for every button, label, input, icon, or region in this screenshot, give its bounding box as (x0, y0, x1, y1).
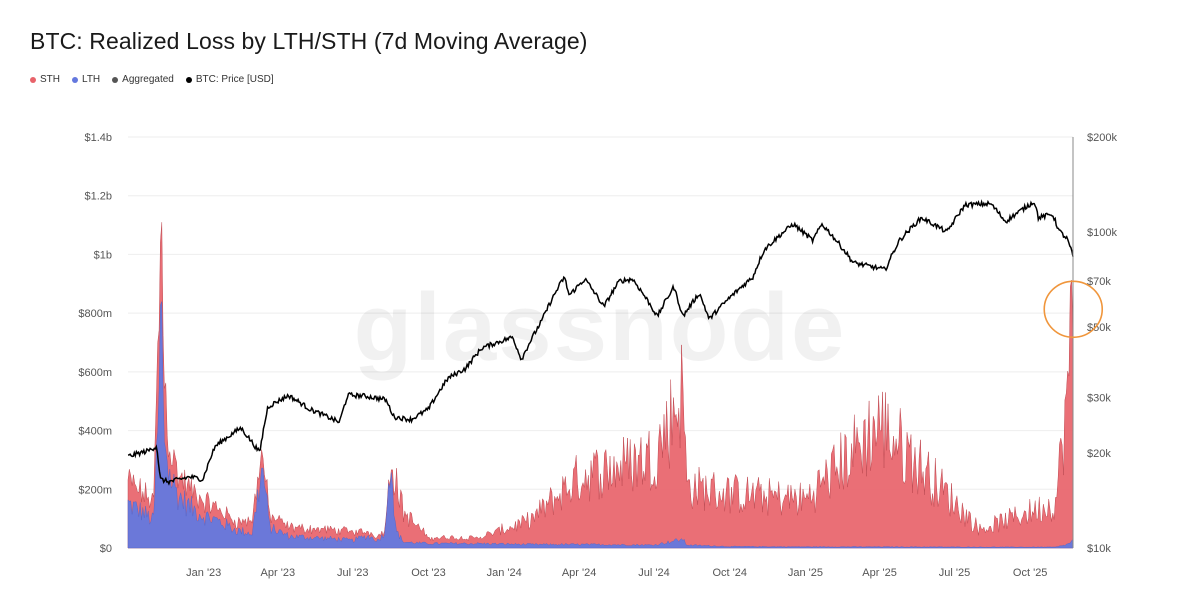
highlight-circle (1043, 280, 1104, 339)
legend-dot-aggregated (112, 76, 119, 83)
legend-label-price: BTC: Price [USD] (195, 74, 274, 85)
y-right-tick-label: $30k (1087, 392, 1111, 404)
btc-price-line (127, 199, 1074, 486)
lth-area (127, 301, 1074, 549)
legend-dot-price (185, 76, 192, 83)
legend-label-aggregated: Aggregated (122, 74, 174, 85)
annotations (1043, 280, 1104, 339)
x-tick-label: Oct '25 (1013, 567, 1048, 579)
legend-label-sth: STH (40, 74, 60, 85)
x-tick-label: Apr '24 (562, 567, 597, 579)
x-tick-label: Oct '24 (712, 567, 747, 579)
x-tick-label: Jan '23 (186, 567, 221, 579)
y-right-tick-label: $70k (1087, 276, 1111, 288)
x-tick-label: Jul '24 (638, 567, 669, 579)
y-right-tick-label: $50k (1087, 322, 1111, 334)
chart-legend: STH LTH Aggregated BTC: Price [USD] (30, 74, 274, 85)
legend-dot-sth (30, 76, 36, 83)
chart-title: BTC: Realized Loss by LTH/STH (7d Moving… (30, 28, 588, 54)
legend-item-sth[interactable]: STH (30, 74, 60, 85)
y-left-tick-label: $400m (78, 426, 112, 438)
y-right-tick-label: $10k (1087, 543, 1111, 555)
x-axis: Jan '23 Apr '23 Jul '23 Oct '23 Jan '24 Apr '… (186, 137, 1074, 579)
y-axis-left: $0 $200m $400m $600m $800m $1b $1.2b $1.4b (78, 132, 112, 555)
x-tick-label: Apr '25 (862, 567, 897, 579)
legend-dot-lth (72, 76, 78, 83)
y-right-tick-label: $200k (1087, 132, 1117, 144)
y-left-tick-label: $200m (78, 484, 112, 496)
legend-item-lth[interactable]: LTH (72, 74, 100, 85)
legend-label-lth: LTH (82, 74, 101, 85)
watermark: glassnode (354, 274, 847, 381)
line-layers (127, 199, 1074, 486)
legend-item-price[interactable]: BTC: Price [USD] (185, 74, 274, 85)
y-right-tick-label: $100k (1087, 227, 1117, 239)
x-tick-label: Jan '24 (487, 567, 522, 579)
y-left-tick-label: $800m (78, 308, 112, 320)
x-tick-label: Jul '23 (337, 567, 368, 579)
y-right-tick-label: $20k (1087, 448, 1111, 460)
x-tick-label: Apr '23 (261, 567, 296, 579)
y-left-tick-label: $1.2b (84, 191, 112, 203)
y-left-tick-label: $1b (94, 249, 112, 261)
x-tick-label: Jul '25 (939, 567, 970, 579)
legend-item-aggregated[interactable]: Aggregated (112, 74, 174, 85)
x-tick-label: Oct '23 (411, 567, 446, 579)
x-tick-label: Jan '25 (788, 567, 823, 579)
y-axis-right: $10k $20k $30k $50k $70k $100k $200k (1087, 132, 1117, 555)
area-layers (127, 222, 1074, 549)
y-left-tick-label: $0 (100, 543, 112, 555)
y-left-tick-label: $1.4b (84, 132, 112, 144)
sth-area (127, 222, 1074, 549)
y-left-tick-label: $600m (78, 367, 112, 379)
